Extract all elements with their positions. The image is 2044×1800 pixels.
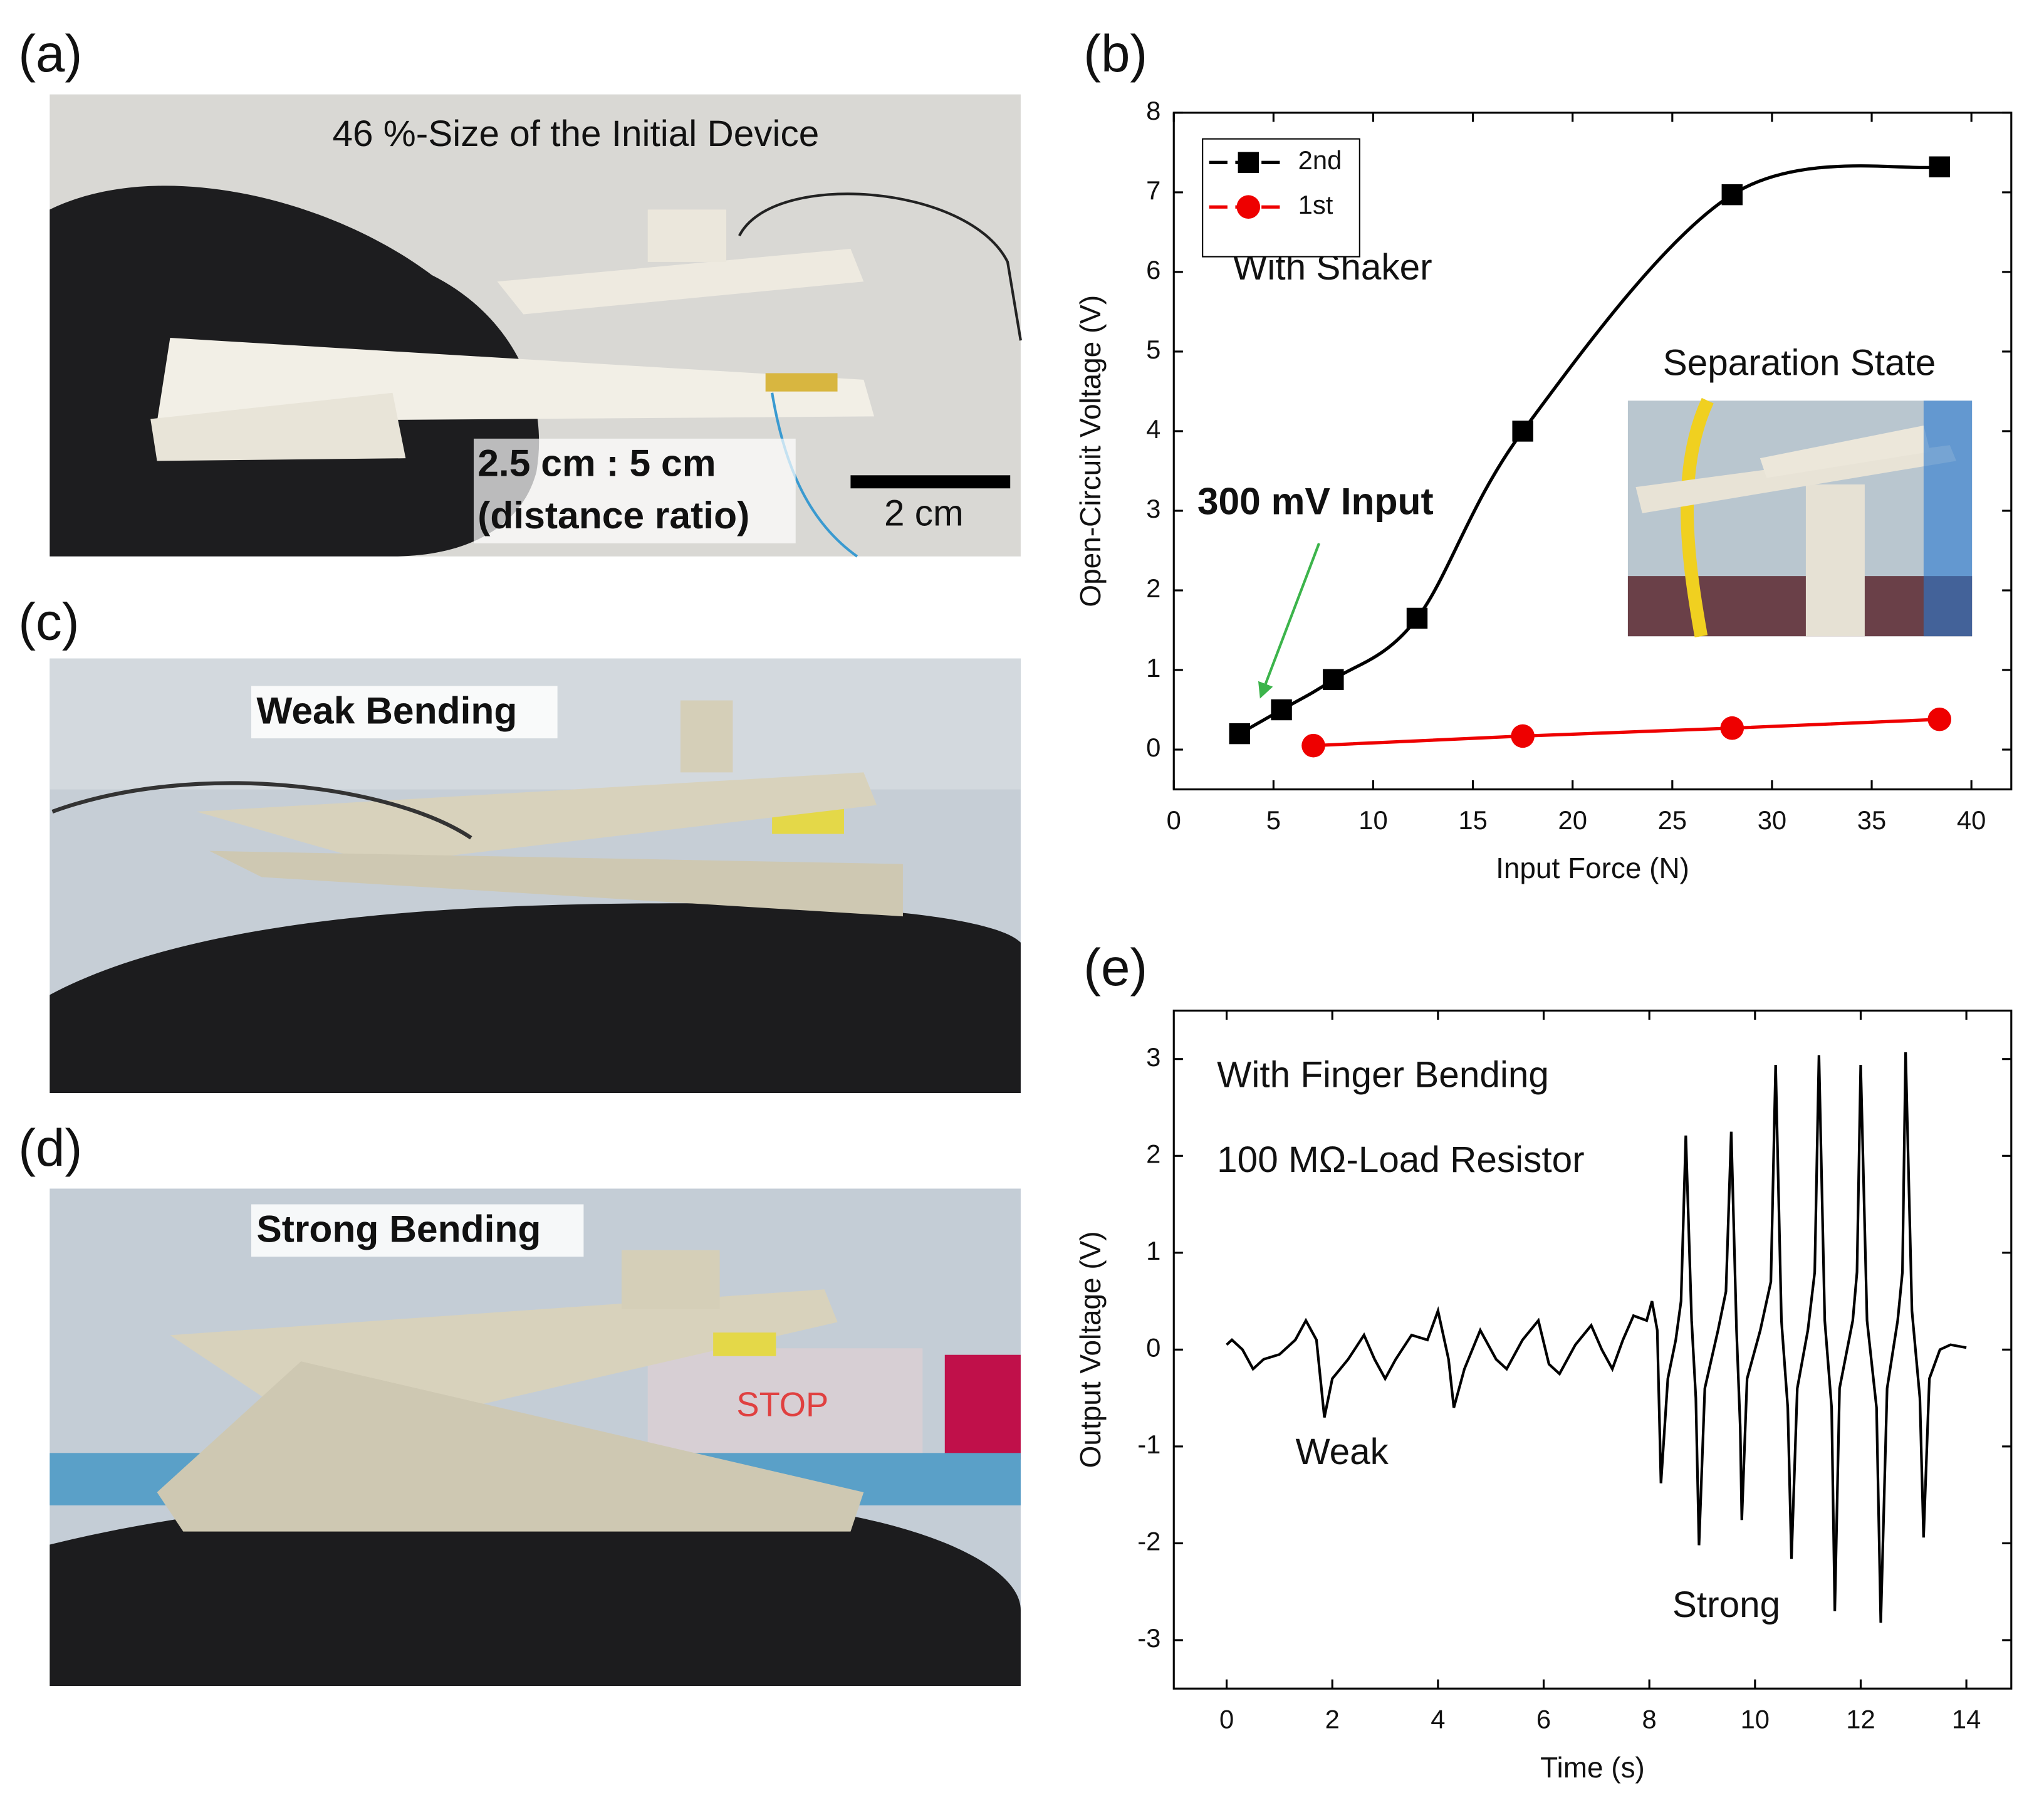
photo-label: 2.5 cm : 5 cm <box>477 442 716 484</box>
marker <box>1229 723 1250 745</box>
panel-label: (a) <box>18 24 82 83</box>
x-tick-label: 2 <box>1325 1704 1340 1734</box>
marker <box>1927 707 1952 731</box>
series-line <box>1238 164 1940 735</box>
y-tick-label: 0 <box>1146 733 1160 762</box>
legend-marker <box>1238 152 1259 173</box>
annotation: 100 MΩ-Load Resistor <box>1217 1139 1584 1180</box>
photo-caption: Weak Bending <box>256 689 517 731</box>
plot-frame <box>1172 112 2013 791</box>
plot-frame <box>1172 1009 2013 1690</box>
annotation: 300 mV Input <box>1197 479 1434 522</box>
marker <box>1301 733 1325 758</box>
x-axis-label: Time (s) <box>1540 1751 1645 1784</box>
annotation: With Finger Bending <box>1217 1054 1549 1095</box>
y-tick-label: 4 <box>1146 414 1160 444</box>
y-axis-label: Open-Circuit Voltage (V) <box>1074 295 1107 607</box>
x-tick-label: 4 <box>1431 1704 1445 1734</box>
x-tick-label: 30 <box>1758 805 1786 835</box>
x-tick-label: 35 <box>1857 805 1886 835</box>
photo-caption: Strong Bending <box>256 1207 541 1250</box>
photo-text: STOP <box>736 1386 828 1424</box>
legend-box <box>1202 138 1360 258</box>
x-tick-label: 10 <box>1741 1704 1770 1734</box>
x-tick-label: 15 <box>1458 805 1487 835</box>
y-tick-label: 6 <box>1146 255 1160 285</box>
y-tick-label: 3 <box>1146 1042 1160 1072</box>
y-tick-label: 0 <box>1146 1332 1160 1362</box>
x-tick-label: 12 <box>1846 1704 1875 1734</box>
y-tick-label: -2 <box>1137 1526 1160 1556</box>
x-axis-label: Input Force (N) <box>1496 852 1689 884</box>
marker <box>1511 724 1535 748</box>
y-tick-label: 7 <box>1146 175 1160 205</box>
panel-label: (d) <box>18 1118 82 1177</box>
x-tick-label: 14 <box>1952 1704 1981 1734</box>
photo-caption: 46 %-Size of the Initial Device <box>333 113 820 154</box>
annotation: Weak <box>1295 1431 1389 1472</box>
x-tick-label: 25 <box>1658 805 1687 835</box>
scale-bar-label: 2 cm <box>884 493 964 534</box>
photo-label: (distance ratio) <box>477 494 749 536</box>
marker <box>1323 669 1344 690</box>
x-tick-label: 5 <box>1266 805 1281 835</box>
marker <box>1512 421 1533 442</box>
legend-label: 2nd <box>1298 145 1342 175</box>
series-line <box>1313 718 1940 748</box>
panel-label: (e) <box>1083 938 1147 997</box>
x-tick-label: 8 <box>1642 1704 1657 1734</box>
series-line <box>1226 1052 1967 1623</box>
panel-label: (c) <box>18 592 79 651</box>
marker <box>1720 716 1744 740</box>
x-tick-label: 20 <box>1558 805 1587 835</box>
x-tick-label: 10 <box>1358 805 1387 835</box>
y-tick-label: 1 <box>1146 653 1160 683</box>
legend-label: 1st <box>1298 190 1333 219</box>
panel-label: (b) <box>1083 24 1147 83</box>
x-tick-label: 0 <box>1167 805 1181 835</box>
marker <box>1721 184 1743 206</box>
marker <box>1929 156 1950 177</box>
y-tick-label: -1 <box>1137 1430 1160 1459</box>
x-tick-label: 40 <box>1957 805 1986 835</box>
y-tick-label: 3 <box>1146 494 1160 523</box>
annotation: Strong <box>1672 1584 1780 1625</box>
annotation: Separation State <box>1663 342 1936 383</box>
arrow <box>1258 543 1321 699</box>
y-axis-label: Output Voltage (V) <box>1074 1231 1107 1468</box>
y-tick-label: 2 <box>1146 573 1160 603</box>
x-tick-label: 0 <box>1219 1704 1234 1734</box>
photo-d: STOP Strong Bending <box>50 1188 1021 1687</box>
y-tick-label: 2 <box>1146 1139 1160 1168</box>
y-tick-label: 5 <box>1146 335 1160 364</box>
legend-marker <box>1236 195 1261 219</box>
x-tick-label: 6 <box>1536 1704 1551 1734</box>
photo-a: 46 %-Size of the Initial Device 2.5 cm :… <box>50 94 1022 558</box>
inset-photo <box>1627 397 1973 638</box>
y-tick-label: 1 <box>1146 1236 1160 1265</box>
y-tick-label: 8 <box>1146 96 1160 125</box>
photo-c: Weak Bending <box>50 658 1021 1094</box>
marker <box>1406 607 1428 629</box>
marker <box>1271 699 1292 721</box>
y-tick-label: -3 <box>1137 1623 1160 1653</box>
